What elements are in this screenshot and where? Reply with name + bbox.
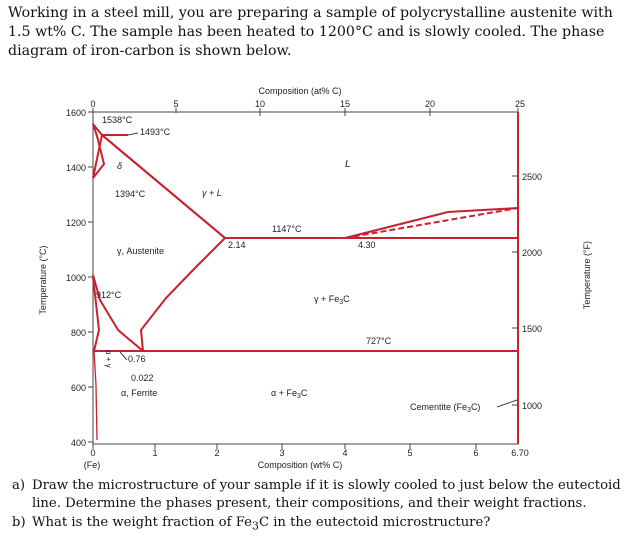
- left-tick-label: 1600: [66, 108, 86, 118]
- top-axis-ticks: 0 5 10 15 20 25: [90, 99, 525, 116]
- right-axis: 2500 2000 1500 1000 Temperature (°F): [512, 172, 592, 411]
- label-2-14: 2.14: [228, 240, 246, 250]
- label-cementite: Cementite (Fe3C): [410, 402, 480, 414]
- left-tick-label: 1400: [66, 163, 86, 173]
- question-b: b) What is the weight fraction of Fe3C i…: [8, 514, 623, 536]
- bottom-tick-label: 0: [90, 448, 95, 458]
- top-axis-label: Composition (at% C): [258, 86, 341, 96]
- left-axis-label: Temperature (°C): [38, 245, 48, 314]
- a3-line: [92, 274, 144, 352]
- question-b-sub: 3: [251, 519, 259, 533]
- delta-boundary: [92, 123, 106, 179]
- top-tick-label: 25: [515, 99, 525, 109]
- label-delta: δ: [117, 161, 123, 171]
- acm-line: [139, 237, 226, 352]
- bottom-tick-label: 3: [279, 448, 284, 458]
- problem-intro: Working in a steel mill, you are prepari…: [8, 5, 613, 59]
- label-gamma-l: γ + L: [202, 188, 222, 198]
- fe-label: (Fe): [84, 460, 101, 470]
- label-727: 727°C: [366, 336, 392, 346]
- alpha-gamma-boundary: [92, 276, 101, 352]
- bottom-axis: 0 1 2 3 4 5 6 6.70 (Fe) Composition (wt%…: [84, 444, 529, 470]
- right-tick-label: 2000: [522, 248, 542, 258]
- right-tick-label: 2500: [522, 172, 542, 182]
- label-liquid: L: [345, 159, 351, 170]
- bottom-tick-label: 4: [342, 448, 347, 458]
- question-a: a) Draw the microstructure of your sampl…: [8, 477, 623, 513]
- question-a-text: Draw the microstructure of your sample i…: [32, 478, 621, 511]
- top-tick-label: 5: [173, 99, 178, 109]
- bottom-tick-label: 6.70: [511, 448, 529, 458]
- right-tick-label: 1500: [522, 324, 542, 334]
- left-tick-label: 1200: [66, 218, 86, 228]
- solidus-line: [101, 134, 226, 239]
- top-tick-label: 0: [90, 99, 95, 109]
- left-tick-label: 400: [71, 438, 86, 448]
- cementite-liquidus-line: [344, 207, 519, 239]
- left-tick-label: 800: [71, 328, 86, 338]
- label-912: 912°C: [96, 290, 122, 300]
- question-b-text: What is the weight fraction of Fe3C in t…: [8, 514, 623, 536]
- label-4-30: 4.30: [358, 240, 376, 250]
- alpha-solvus-line: [93, 350, 98, 441]
- delta-gamma-line: [92, 134, 103, 179]
- top-tick-label: 20: [425, 99, 435, 109]
- label-1493: 1493°C: [140, 127, 171, 137]
- bottom-axis-label: Composition (wt% C): [258, 460, 343, 470]
- label-1538: 1538°C: [102, 115, 133, 125]
- region-labels: 1538°C 1493°C δ 1394°C γ + L L 1147°C 2.…: [96, 115, 518, 414]
- top-tick-label: 15: [340, 99, 350, 109]
- left-tick-label: 600: [71, 383, 86, 393]
- question-b-pre: What is the weight fraction of Fe: [32, 515, 252, 530]
- label-gamma-fe3c: γ + Fe3C: [314, 294, 350, 306]
- bottom-tick-label: 6: [473, 448, 478, 458]
- label-1147: 1147°C: [272, 224, 302, 234]
- bottom-tick-label: 2: [214, 448, 219, 458]
- left-tick-label: 1000: [66, 273, 86, 283]
- right-tick-label: 1000: [522, 401, 542, 411]
- label-1394: 1394°C: [115, 189, 146, 199]
- label-austenite: γ, Austenite: [117, 246, 164, 256]
- label-alpha-fe3c: α + Fe3C: [271, 388, 308, 400]
- question-b-label: b): [12, 515, 26, 530]
- phase-boundaries: [92, 112, 519, 444]
- label-0-76: 0.76: [128, 354, 146, 364]
- label-alpha-gamma: α + γ: [104, 350, 113, 368]
- question-a-label: a): [12, 478, 26, 493]
- label-ferrite: α, Ferrite: [121, 388, 157, 398]
- question-b-post: C in the eutectoid microstructure?: [258, 515, 491, 530]
- bottom-tick-label: 5: [407, 448, 412, 458]
- left-axis: 1600 1400 1200 1000 800 600 400 Temperat…: [38, 108, 93, 448]
- top-tick-label: 10: [255, 99, 265, 109]
- label-0-022: 0.022: [131, 373, 154, 383]
- bottom-tick-label: 1: [152, 448, 157, 458]
- right-axis-label: Temperature (°F): [582, 241, 592, 309]
